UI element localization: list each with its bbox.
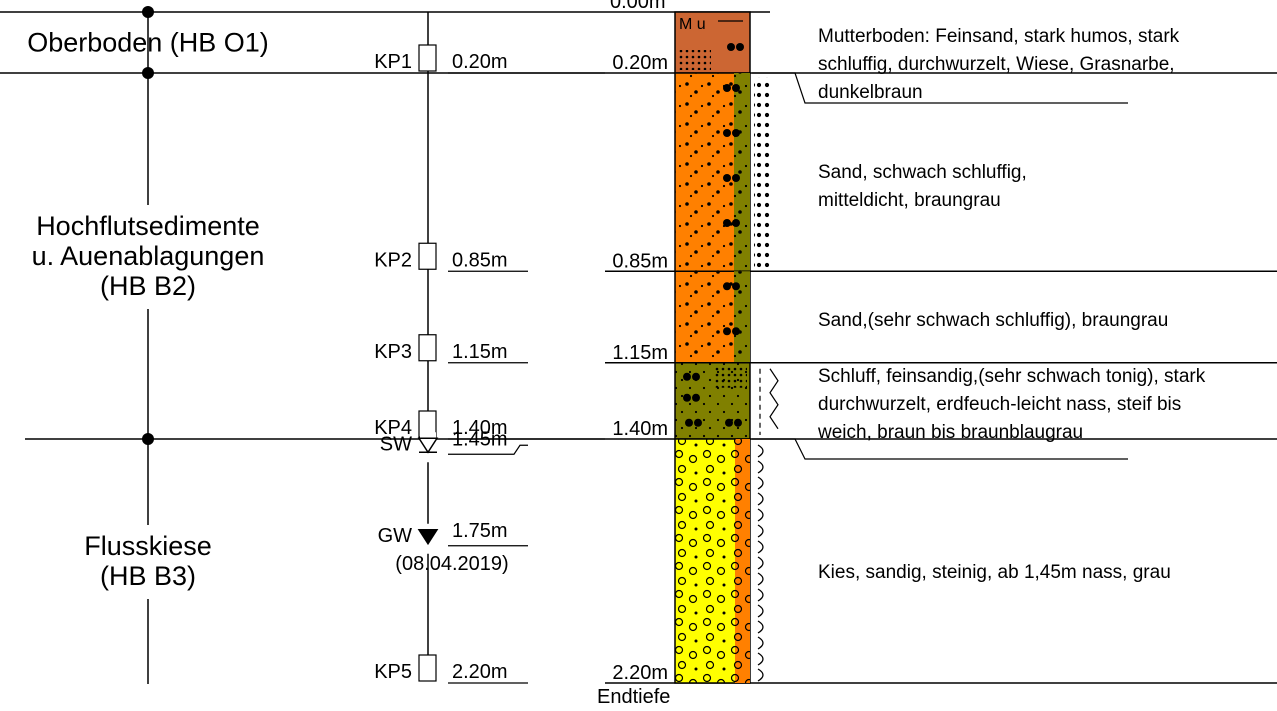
layer-description-text: weich, braun bis braunblaugrau [817, 422, 1083, 443]
root-symbol-icon [734, 418, 742, 427]
sample-box [418, 654, 437, 682]
density-symbol-column [754, 77, 770, 268]
wet-symbol-icon [757, 556, 764, 570]
root-symbol-icon [683, 393, 691, 402]
wet-symbol-icon [757, 476, 764, 490]
root-symbol-icon [723, 174, 731, 182]
top-depth-label: 0.00m [610, 0, 666, 13]
root-symbol-icon [736, 43, 744, 51]
wet-symbol-icon [757, 588, 764, 602]
layer-description-text: dunkelbraun [818, 82, 923, 103]
water-level-line [448, 444, 528, 455]
groundwater-triangle-icon [417, 529, 439, 546]
soil-layer-abbreviation: M u [679, 16, 706, 33]
wet-symbol-icon [757, 524, 764, 538]
root-symbol-icon [694, 418, 702, 427]
root-symbol-icon [732, 282, 740, 291]
root-symbol-icon [723, 129, 731, 137]
description-leader-line [752, 438, 1128, 460]
end-depth-label: Endtiefe [597, 686, 670, 708]
sample-depth-label: 1.40m [452, 417, 508, 439]
layer-description-text: mitteldicht, braungrau [818, 190, 1001, 211]
water-level-id-label: GW [378, 525, 413, 547]
sample-box [418, 44, 437, 72]
sample-id-label: KP1 [374, 51, 412, 73]
sample-id-label: KP3 [374, 341, 412, 363]
wet-symbol-icon [757, 444, 764, 458]
wet-symbol-icon [757, 492, 764, 506]
root-symbol-icon [732, 174, 740, 182]
layer-description-text: Schluff, feinsandig,(sehr schwach tonig)… [818, 366, 1206, 387]
sample-box [418, 334, 437, 362]
root-symbol-icon [727, 43, 735, 51]
root-symbol-icon [683, 372, 691, 381]
description-leader-line [752, 72, 1128, 104]
water-level-depth-label: 1.75m [452, 520, 508, 542]
root-symbol-icon [692, 372, 700, 381]
soil-layer-pattern [675, 439, 750, 683]
layer-description-text: durchwurzelt, erdfeuch-leicht nass, stei… [818, 394, 1181, 415]
root-symbol-icon [732, 84, 740, 92]
layer-description-text: schluffig, durchwurzelt, Wiese, Grasnarb… [818, 54, 1175, 75]
layer-description-text: Kies, sandig, steinig, ab 1,45m nass, gr… [818, 562, 1171, 583]
wet-symbol-icon [757, 540, 764, 554]
column-depth-label: 0.20m [612, 52, 668, 74]
wet-symbol-icon [757, 652, 764, 666]
unit-label: (HB B3) [100, 561, 196, 591]
unit-label: Flusskiese [84, 531, 212, 561]
fine-sand-symbol [713, 365, 747, 388]
wet-symbol-icon [757, 620, 764, 634]
sample-box [418, 242, 437, 270]
unit-label: Hochflutsedimente [36, 211, 260, 241]
wet-symbol-icon [757, 460, 764, 474]
sample-id-label: KP5 [374, 661, 412, 683]
column-depth-label: 2.20m [612, 662, 668, 684]
unit-label-background [0, 525, 300, 599]
wet-symbol-icon [757, 668, 764, 682]
column-depth-label: 0.85m [612, 250, 668, 272]
unit-label: (HB B2) [100, 271, 196, 301]
water-level-id-label: SW [380, 433, 412, 455]
wet-symbol-icon [757, 636, 764, 650]
layer-description-text: Sand,(sehr schwach schluffig), braungrau [818, 310, 1168, 331]
fine-sand-symbol [677, 50, 711, 70]
soil-layer-pattern [675, 73, 750, 272]
unit-label: u. Auenablagungen [32, 241, 265, 271]
static-water-triangle-icon [417, 437, 439, 454]
sample-depth-label: 1.15m [452, 341, 508, 363]
root-symbol-icon [725, 418, 733, 427]
water-level-date-label: (08.04.2019) [395, 553, 508, 575]
sample-depth-label: 0.20m [452, 51, 508, 73]
water-level-depth-label: 1.45m [452, 428, 508, 450]
sample-id-label: KP2 [374, 249, 412, 271]
root-symbol-icon [723, 219, 731, 227]
wet-symbol-icon [757, 508, 764, 522]
root-symbol-icon [723, 282, 731, 291]
layer-description-text: Sand, schwach schluffig, [818, 162, 1027, 183]
root-symbol-icon [685, 418, 693, 427]
root-symbol-icon [732, 129, 740, 137]
column-depth-label: 1.15m [612, 342, 668, 364]
root-symbol-icon [692, 393, 700, 402]
wet-symbol-icon [757, 604, 764, 618]
wet-symbol-icon [757, 572, 764, 586]
sample-id-label: KP4 [374, 417, 412, 439]
consistency-zigzag-icon [769, 368, 779, 430]
layer-description-text: Mutterboden: Feinsand, stark humos, star… [818, 26, 1180, 47]
root-symbol-icon [723, 84, 731, 92]
unit-label-background [0, 205, 300, 309]
root-symbol-icon [732, 219, 740, 227]
sample-depth-label: 2.20m [452, 661, 508, 683]
sample-depth-label: 0.85m [452, 249, 508, 271]
unit-label: Oberboden (HB O1) [27, 28, 269, 58]
root-symbol-icon [723, 327, 731, 336]
root-symbol-icon [732, 327, 740, 336]
column-depth-label: 1.40m [612, 418, 668, 440]
